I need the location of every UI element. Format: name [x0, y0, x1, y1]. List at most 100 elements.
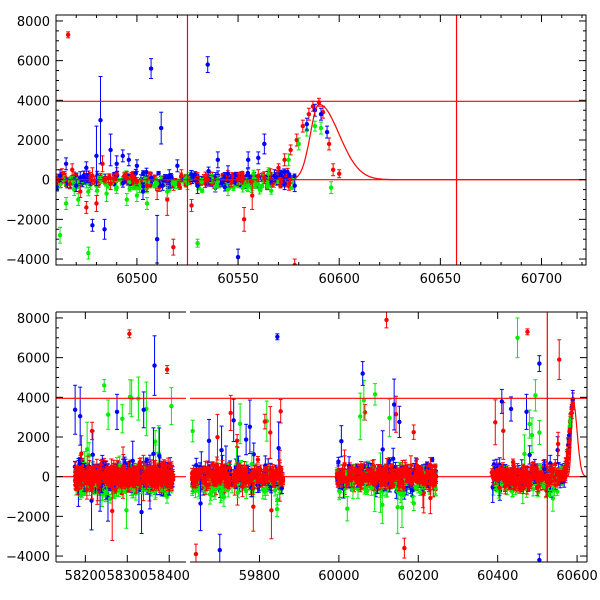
data-point — [337, 171, 342, 176]
data-point — [114, 161, 119, 167]
green-point — [86, 246, 91, 260]
data-point — [102, 227, 107, 232]
y-tick-label: 4000 — [17, 94, 50, 109]
green-point — [63, 197, 69, 210]
blue-point — [140, 183, 146, 201]
red-point — [134, 177, 140, 187]
data-point — [294, 137, 299, 143]
data-point — [330, 167, 336, 172]
baseline-point — [199, 188, 205, 193]
data-point — [292, 183, 297, 188]
x-tick-label: 60650 — [420, 272, 461, 287]
red-point — [241, 206, 247, 232]
data-point — [154, 237, 160, 242]
y-tick-label: 8000 — [17, 15, 50, 30]
blue-point — [134, 159, 140, 173]
plot-area — [56, 329, 186, 541]
baseline-point — [281, 168, 287, 176]
blue-point — [175, 159, 180, 173]
data-point — [94, 201, 99, 206]
data-point — [57, 233, 63, 238]
plot-frame — [55, 14, 587, 266]
red-point — [205, 173, 210, 187]
data-point — [265, 184, 270, 189]
red-point — [294, 133, 299, 147]
red-point — [69, 163, 75, 177]
data-point — [276, 165, 281, 170]
data-point — [205, 62, 210, 67]
data-point — [256, 155, 261, 161]
blue-point — [126, 153, 132, 167]
data-point — [134, 163, 140, 168]
y-tick-label: 0 — [42, 174, 50, 189]
data-point — [233, 172, 239, 177]
baseline-point — [131, 185, 137, 191]
data-point — [114, 185, 119, 190]
baseline-point — [141, 170, 146, 177]
data-point — [240, 185, 245, 191]
data-point — [124, 175, 130, 180]
blue-point — [78, 171, 83, 185]
data-point — [235, 254, 241, 260]
data-point — [262, 175, 267, 180]
red-point — [306, 107, 312, 121]
data-point — [195, 240, 200, 246]
x-tick-label: 60500 — [116, 272, 157, 287]
red-point — [262, 171, 267, 185]
data-point — [288, 147, 293, 153]
red-point — [330, 163, 336, 177]
blue-point — [215, 151, 221, 169]
data-point — [78, 175, 83, 180]
data-point — [124, 508, 129, 513]
data-point — [171, 244, 176, 250]
data-point — [74, 183, 79, 188]
data-point — [98, 117, 103, 123]
data-point — [318, 125, 324, 131]
data-point — [90, 223, 95, 228]
data-point — [72, 187, 77, 192]
x-tick-label: 60700 — [521, 272, 562, 287]
data-point — [134, 179, 140, 184]
data-point — [139, 509, 144, 515]
blue-point — [154, 214, 160, 264]
green-point — [165, 185, 170, 199]
data-point — [286, 157, 291, 163]
red-point — [300, 119, 305, 133]
data-point — [134, 193, 140, 198]
green-point — [318, 121, 324, 135]
data-point — [76, 197, 81, 202]
green-point — [124, 193, 130, 206]
data-point — [90, 173, 95, 178]
data-point — [63, 161, 69, 167]
y-tick-label: 6000 — [17, 55, 50, 70]
data-point — [84, 447, 90, 452]
baseline-point — [287, 172, 292, 178]
data-point — [289, 185, 294, 191]
data-point — [245, 157, 251, 163]
data-point — [326, 141, 332, 147]
data-point — [127, 186, 132, 191]
data-point — [94, 153, 99, 159]
green-point — [215, 175, 221, 189]
baseline-point — [289, 185, 294, 191]
data-point — [312, 123, 318, 129]
data-point — [256, 173, 261, 178]
green-point — [114, 181, 119, 195]
data-point — [108, 181, 113, 186]
green-point — [120, 404, 125, 434]
blue-point — [256, 151, 261, 165]
red-point — [124, 171, 130, 185]
data-point — [89, 498, 94, 503]
red-point — [288, 144, 293, 156]
blue-point — [225, 165, 231, 183]
data-point — [281, 169, 287, 175]
red-point — [189, 199, 194, 212]
data-point — [306, 112, 312, 117]
blue-point — [94, 125, 99, 187]
data-point — [104, 191, 109, 196]
baseline-point — [240, 173, 245, 180]
blue-point — [63, 157, 69, 171]
red-point — [282, 153, 287, 167]
data-point — [296, 141, 301, 147]
